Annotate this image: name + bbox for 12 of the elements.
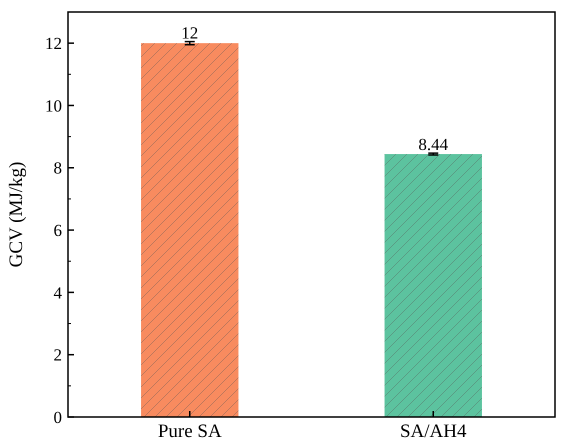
x-tick-label: SA/AH4 — [400, 421, 467, 442]
y-tick-label: 6 — [54, 221, 62, 240]
data-label: 12 — [181, 24, 198, 43]
y-tick-label: 10 — [45, 96, 62, 116]
x-tick-label: Pure SA — [158, 421, 222, 442]
y-tick-label: 8 — [54, 158, 62, 178]
y-axis-title: GCV (MJ/kg) — [6, 162, 27, 268]
y-tick-label: 0 — [54, 408, 62, 427]
y-tick-label: 2 — [54, 346, 62, 365]
y-tick-label: 4 — [54, 283, 62, 302]
data-label: 8.44 — [418, 135, 449, 154]
y-tick-label: 12 — [45, 34, 62, 54]
